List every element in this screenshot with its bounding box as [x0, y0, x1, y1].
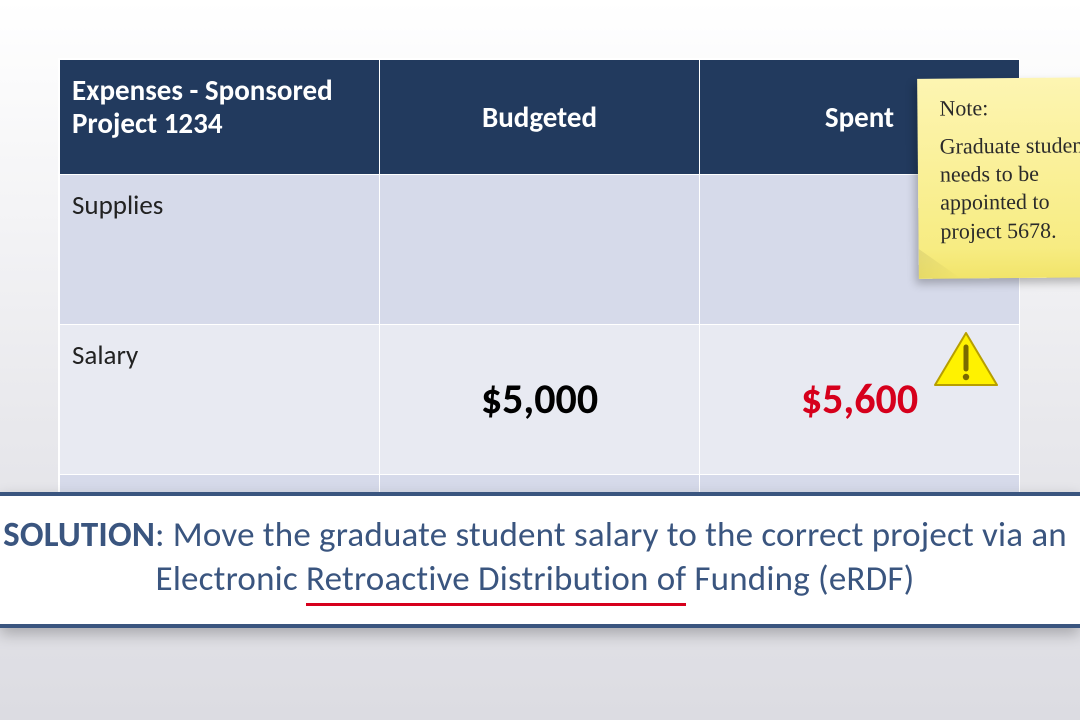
- table-row: Supplies: [60, 175, 1020, 325]
- table-row: Salary $5,000 $5,600: [60, 325, 1020, 475]
- budgeted-cell: $5,000: [380, 325, 700, 475]
- solution-post: Funding (eRDF): [686, 558, 914, 600]
- solution-underlined: Retroactive Distribution of: [306, 558, 686, 602]
- sticky-note-body: Graduate student needs to be appointed t…: [940, 131, 1080, 245]
- spent-value: $5,600: [801, 374, 918, 425]
- warning-icon: [933, 331, 999, 387]
- solution-lead: SOLUTION: [3, 514, 155, 556]
- budgeted-cell: [380, 175, 700, 325]
- col-budgeted: Budgeted: [380, 60, 700, 175]
- table-title: Expenses - Sponsored Project 1234: [60, 60, 380, 175]
- sticky-note: Note: Graduate student needs to be appoi…: [917, 77, 1080, 279]
- solution-banner: SOLUTION: Move the graduate student sala…: [0, 492, 1080, 628]
- solution-sep: :: [155, 514, 173, 556]
- sticky-note-title: Note:: [939, 93, 1080, 123]
- row-label: Salary: [60, 325, 380, 475]
- table-header-row: Expenses - Sponsored Project 1234 Budget…: [60, 60, 1020, 175]
- row-label: Supplies: [60, 175, 380, 325]
- spent-cell-over: $5,600: [700, 325, 1020, 475]
